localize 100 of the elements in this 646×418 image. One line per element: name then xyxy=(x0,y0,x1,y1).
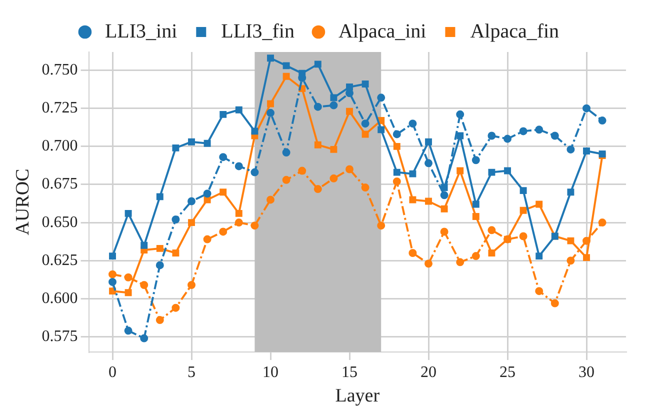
point xyxy=(188,138,195,146)
point xyxy=(314,185,322,194)
point xyxy=(204,196,211,204)
point xyxy=(583,148,590,154)
point xyxy=(267,100,274,108)
y-tick-label: 0.650 xyxy=(42,214,78,231)
point xyxy=(488,168,496,176)
point xyxy=(456,258,464,266)
point xyxy=(220,188,227,196)
point xyxy=(377,222,386,230)
point xyxy=(203,190,212,198)
point xyxy=(219,153,228,162)
point xyxy=(172,144,180,152)
y-tick-label: 0.750 xyxy=(42,61,78,78)
point xyxy=(536,200,543,208)
point xyxy=(330,174,338,182)
point xyxy=(267,54,274,62)
point xyxy=(456,167,464,174)
point xyxy=(582,236,590,245)
point xyxy=(488,132,496,140)
point xyxy=(424,260,432,268)
legend-label: LLI3_ini xyxy=(104,20,178,42)
y-tick-label: 0.575 xyxy=(42,328,78,345)
point xyxy=(362,80,369,88)
point xyxy=(504,134,512,143)
point xyxy=(440,205,448,212)
point xyxy=(124,210,132,217)
point xyxy=(550,299,559,308)
point xyxy=(583,254,590,262)
point xyxy=(235,210,242,217)
legend-label: LLI3_fin xyxy=(221,20,294,42)
point xyxy=(425,198,432,205)
point xyxy=(124,289,132,296)
point xyxy=(108,270,116,278)
point xyxy=(282,62,290,70)
x-tick-label: 25 xyxy=(500,364,516,381)
point xyxy=(234,162,243,170)
point xyxy=(124,326,132,335)
point xyxy=(392,130,401,138)
point xyxy=(219,228,228,236)
point xyxy=(188,219,195,226)
x-tick-label: 15 xyxy=(342,364,358,381)
y-tick-label: 0.600 xyxy=(42,290,78,307)
point xyxy=(156,193,164,200)
point xyxy=(408,249,417,258)
point xyxy=(536,252,543,260)
point xyxy=(520,206,527,214)
point xyxy=(140,334,148,342)
point xyxy=(582,104,590,112)
point xyxy=(408,120,417,128)
y-tick-label: 0.675 xyxy=(42,176,78,193)
point xyxy=(598,116,606,125)
point xyxy=(566,145,575,154)
point xyxy=(346,108,353,115)
point xyxy=(440,191,448,200)
x-tick-label: 5 xyxy=(188,364,196,381)
point xyxy=(504,167,511,174)
point xyxy=(378,126,385,134)
point xyxy=(109,288,116,295)
point xyxy=(346,84,353,90)
point xyxy=(488,250,496,256)
point xyxy=(424,159,432,168)
point xyxy=(282,148,290,157)
x-axis-title: Layer xyxy=(335,386,380,407)
point xyxy=(472,212,480,220)
point xyxy=(108,278,116,286)
legend-label: Alpaca_ini xyxy=(338,20,427,42)
point xyxy=(330,146,338,153)
point xyxy=(124,273,132,282)
point xyxy=(488,226,496,234)
point xyxy=(425,138,432,146)
point xyxy=(346,165,354,174)
point xyxy=(567,188,574,196)
point xyxy=(156,316,164,324)
legend-label: Alpaca_fin xyxy=(470,20,560,42)
point xyxy=(235,106,242,114)
point xyxy=(234,218,243,227)
y-axis-title: AUROC xyxy=(12,168,34,236)
x-tick-label: 20 xyxy=(420,364,436,381)
point xyxy=(393,168,400,176)
point xyxy=(519,232,528,240)
point xyxy=(567,237,574,244)
point xyxy=(220,110,227,118)
point xyxy=(456,132,464,140)
point xyxy=(330,94,338,102)
point xyxy=(362,130,369,138)
point xyxy=(188,197,196,206)
point xyxy=(409,170,416,178)
x-tick-label: 30 xyxy=(578,364,594,381)
point xyxy=(550,132,559,140)
y-tick-label: 0.700 xyxy=(42,138,78,155)
point xyxy=(472,252,480,260)
y-tick-label: 0.625 xyxy=(42,252,78,269)
point xyxy=(330,101,338,110)
point xyxy=(535,126,544,134)
point xyxy=(266,196,274,204)
x-tick-label: 0 xyxy=(108,364,116,381)
point xyxy=(140,280,148,289)
point xyxy=(172,216,180,224)
y-tick-label: 0.725 xyxy=(42,100,78,117)
